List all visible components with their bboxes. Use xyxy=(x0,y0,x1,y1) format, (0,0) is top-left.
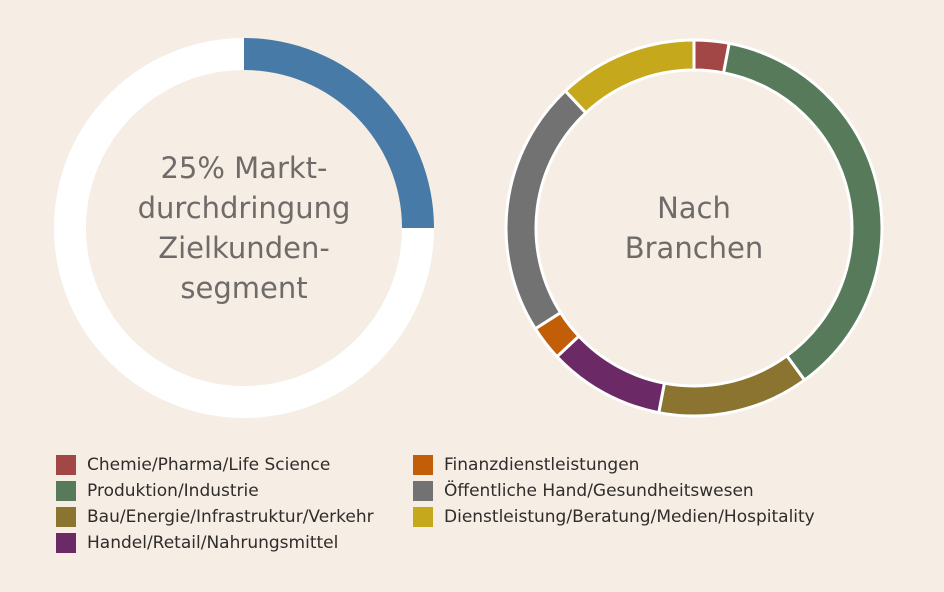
industries-slice-5 xyxy=(504,88,588,331)
legend-swatch xyxy=(56,507,76,527)
market-penetration-slice-0 xyxy=(244,38,434,228)
industries-slice-2 xyxy=(657,353,807,418)
legend-item: Dienstleistung/Beratung/Medien/Hospitali… xyxy=(413,504,815,530)
industries-donut xyxy=(504,38,884,418)
legend-swatch xyxy=(56,533,76,553)
legend-item: Bau/Energie/Infrastruktur/Verkehr xyxy=(56,504,374,530)
legend-item: Finanzdienstleistungen xyxy=(413,452,815,478)
legend-item: Chemie/Pharma/Life Science xyxy=(56,452,374,478)
legend-label: Bau/Energie/Infrastruktur/Verkehr xyxy=(87,507,374,527)
market-penetration-center-label: 25% Markt-durchdringung Zielkunden-segmen… xyxy=(138,151,351,305)
legend-label: Öffentliche Hand/Gesundheitswesen xyxy=(444,481,754,501)
industries-center-label: Nach Branchen xyxy=(625,191,764,265)
center-label-line: Branchen xyxy=(625,231,764,265)
legend-label: Finanzdienstleistungen xyxy=(444,455,640,475)
legend-label: Produktion/Industrie xyxy=(87,481,259,501)
charts-canvas: 25% Markt-durchdringung Zielkunden-segmen… xyxy=(54,38,884,418)
industries-slice-3 xyxy=(554,334,667,415)
center-label-line: durchdringung xyxy=(138,191,351,225)
legend-left-column: Chemie/Pharma/Life Science Produktion/Ind… xyxy=(56,452,374,556)
legend-item: Produktion/Industrie xyxy=(56,478,374,504)
center-label-line: 25% Markt- xyxy=(160,151,327,185)
legend-item: Öffentliche Hand/Gesundheitswesen xyxy=(413,478,815,504)
market-penetration-donut xyxy=(54,38,434,418)
legend-swatch xyxy=(56,455,76,475)
center-label-line: Zielkunden- xyxy=(158,231,330,265)
legend-label: Handel/Retail/Nahrungsmittel xyxy=(87,533,339,553)
legend-label: Chemie/Pharma/Life Science xyxy=(87,455,331,475)
industries-slice-6 xyxy=(563,38,696,115)
legend-swatch xyxy=(413,481,433,501)
industries-slice-1 xyxy=(721,41,884,383)
legend-swatch xyxy=(413,455,433,475)
center-label-line: Nach xyxy=(657,191,731,225)
legend-swatch xyxy=(413,507,433,527)
center-label-line: segment xyxy=(180,271,307,305)
legend-item: Handel/Retail/Nahrungsmittel xyxy=(56,530,374,556)
legend-swatch xyxy=(56,481,76,501)
legend-label: Dienstleistung/Beratung/Medien/Hospitali… xyxy=(444,507,815,527)
legend-right-column: Finanzdienstleistungen Öffentliche Hand/G… xyxy=(413,452,815,530)
